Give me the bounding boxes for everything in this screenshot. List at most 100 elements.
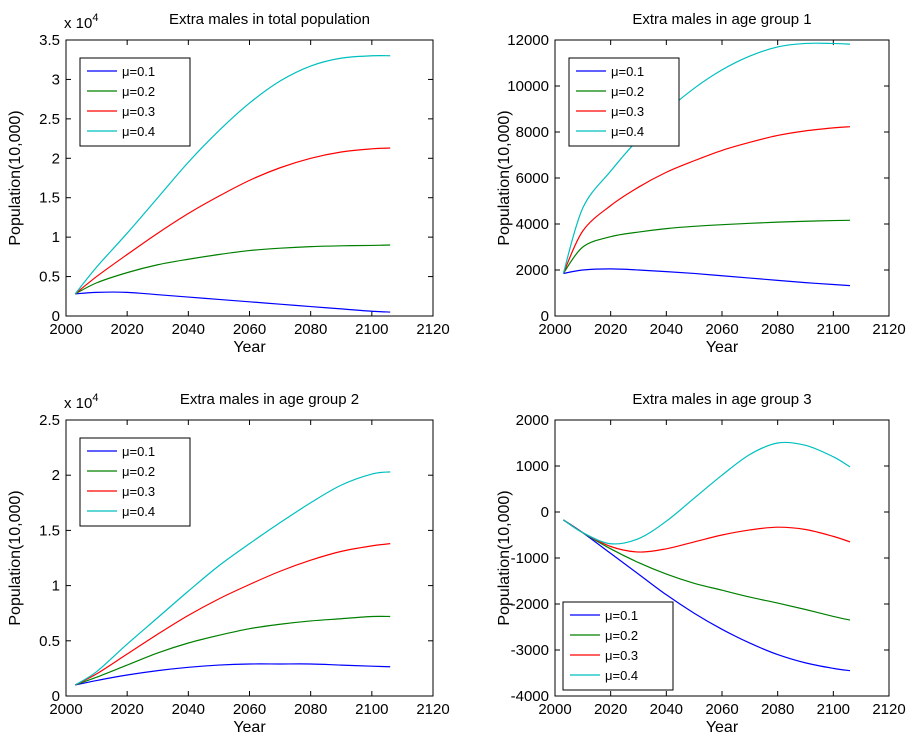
legend-label-2: μ=0.2 (122, 464, 155, 479)
x-tick-label: 2100 (355, 321, 388, 338)
x-tick-label: 2120 (872, 321, 905, 338)
legend-label-2: μ=0.2 (605, 628, 638, 643)
y-tick-label: 0.5 (39, 269, 60, 286)
chart-panel-3: 2000 2020 2040 2060 2080 2100 2120 0 0.5 1 1.5 2 2.5… (7, 391, 450, 736)
x-tick-label: 2080 (294, 321, 327, 338)
chart-panel-2: 2000 2020 2040 2060 2080 2100 2120020004000600… (496, 11, 906, 356)
series-line-3 (562, 126, 851, 274)
x-axis-label: Year (706, 339, 739, 356)
y-tick-label: -2000 (511, 596, 549, 613)
chart-title: Extra males in age group 3 (632, 391, 811, 408)
legend-label-2: μ=0.2 (611, 84, 644, 99)
x-tick-label: 2080 (761, 321, 794, 338)
legend-label-3: μ=0.3 (611, 104, 644, 119)
legend-label-1: μ=0.1 (122, 64, 155, 79)
y-tick-label: 0 (52, 308, 60, 325)
series-line-2 (74, 244, 391, 295)
x-tick-label: 2080 (294, 701, 327, 718)
series-line-3 (74, 147, 391, 295)
x-tick-label: 2060 (705, 321, 738, 338)
series-line-4 (562, 42, 851, 274)
y-tick-label: 8000 (516, 124, 549, 141)
x-tick-label: 2040 (172, 321, 205, 338)
y-tick-label: 2000 (516, 412, 549, 429)
y-tick-label: 2 (52, 467, 60, 484)
series-line-2 (562, 219, 851, 274)
y-tick-label: -3000 (511, 642, 549, 659)
axis-multiplier: x 104 (64, 12, 98, 32)
legend-label-2: μ=0.2 (122, 84, 155, 99)
y-tick-label: 3 (52, 71, 60, 88)
series-line-1 (75, 663, 391, 686)
x-axis-label: Year (706, 719, 739, 736)
axis-multiplier-exponent: 4 (92, 392, 98, 404)
legend-label-3: μ=0.3 (122, 484, 155, 499)
y-axis-label: Population(10,000) (496, 490, 513, 625)
x-tick-label: 2020 (110, 321, 143, 338)
y-tick-label: 2 (52, 150, 60, 167)
y-tick-label: 2000 (516, 262, 549, 279)
chart-title: Extra males in age group 1 (632, 11, 811, 28)
axis-multiplier-base: x 10 (64, 395, 92, 412)
legend: μ=0.1 μ=0.2 μ=0.3 μ=0.4 (79, 437, 191, 527)
x-tick-label: 2020 (110, 701, 143, 718)
y-tick-label: -4000 (511, 688, 549, 705)
x-tick-label: 2100 (355, 701, 388, 718)
legend: μ=0.1 μ=0.2 μ=0.3 μ=0.4 (568, 57, 680, 147)
legend-label-4: μ=0.4 (611, 124, 644, 139)
y-tick-label: 12000 (507, 32, 549, 49)
y-tick-label: 0 (541, 308, 549, 325)
legend-label-1: μ=0.1 (122, 444, 155, 459)
legend-label-4: μ=0.4 (122, 124, 155, 139)
x-tick-label: 2120 (416, 701, 449, 718)
chart-title: Extra males in total population (169, 11, 370, 28)
y-tick-label: 10000 (507, 78, 549, 95)
series-line-4 (74, 471, 391, 686)
legend-label-4: μ=0.4 (605, 668, 638, 683)
x-tick-label: 2100 (817, 701, 850, 718)
y-tick-label: -1000 (511, 550, 549, 567)
x-tick-label: 2000 (49, 701, 82, 718)
x-tick-label: 2060 (233, 321, 266, 338)
x-tick-label: 2120 (416, 321, 449, 338)
y-tick-label: 0 (52, 688, 60, 705)
x-tick-label: 2040 (650, 321, 683, 338)
legend-label-4: μ=0.4 (122, 504, 155, 519)
x-tick-label: 2040 (650, 701, 683, 718)
series-line-1 (563, 268, 851, 287)
y-tick-label: 6000 (516, 170, 549, 187)
legend-label-3: μ=0.3 (605, 648, 638, 663)
x-tick-label: 2080 (761, 701, 794, 718)
y-tick-label: 3.5 (39, 32, 60, 49)
series-line-4 (563, 441, 851, 545)
series-line-2 (563, 519, 851, 621)
axis-multiplier-base: x 10 (64, 15, 92, 32)
y-tick-label: 1 (52, 229, 60, 246)
series-line-4 (74, 54, 391, 295)
y-axis-label: Population(10,000) (496, 110, 513, 245)
y-tick-label: 0.5 (39, 633, 60, 650)
x-tick-label: 2020 (594, 701, 627, 718)
series-line-1 (75, 291, 391, 313)
series-line-3 (74, 543, 391, 686)
y-tick-label: 4000 (516, 216, 549, 233)
x-tick-label: 2000 (538, 701, 571, 718)
legend: μ=0.1 μ=0.2 μ=0.3 μ=0.4 (562, 601, 674, 691)
axis-multiplier: x 104 (64, 392, 98, 412)
y-tick-label: 2.5 (39, 111, 60, 128)
series-line-2 (74, 615, 391, 686)
x-tick-label: 2040 (172, 701, 205, 718)
x-tick-label: 2000 (538, 321, 571, 338)
y-axis-label: Population(10,000) (7, 490, 24, 625)
x-tick-label: 2100 (817, 321, 850, 338)
x-tick-label: 2120 (872, 701, 905, 718)
chart-panel-4: 2000 2020 2040 2060 2080 2100 2120 -4000 -3000 -2… (496, 391, 906, 736)
x-tick-label: 2020 (594, 321, 627, 338)
legend-label-3: μ=0.3 (122, 104, 155, 119)
y-tick-label: 1000 (516, 458, 549, 475)
legend-label-1: μ=0.1 (605, 608, 638, 623)
y-tick-label: 0 (541, 504, 549, 521)
legend-label-1: μ=0.1 (611, 64, 644, 79)
